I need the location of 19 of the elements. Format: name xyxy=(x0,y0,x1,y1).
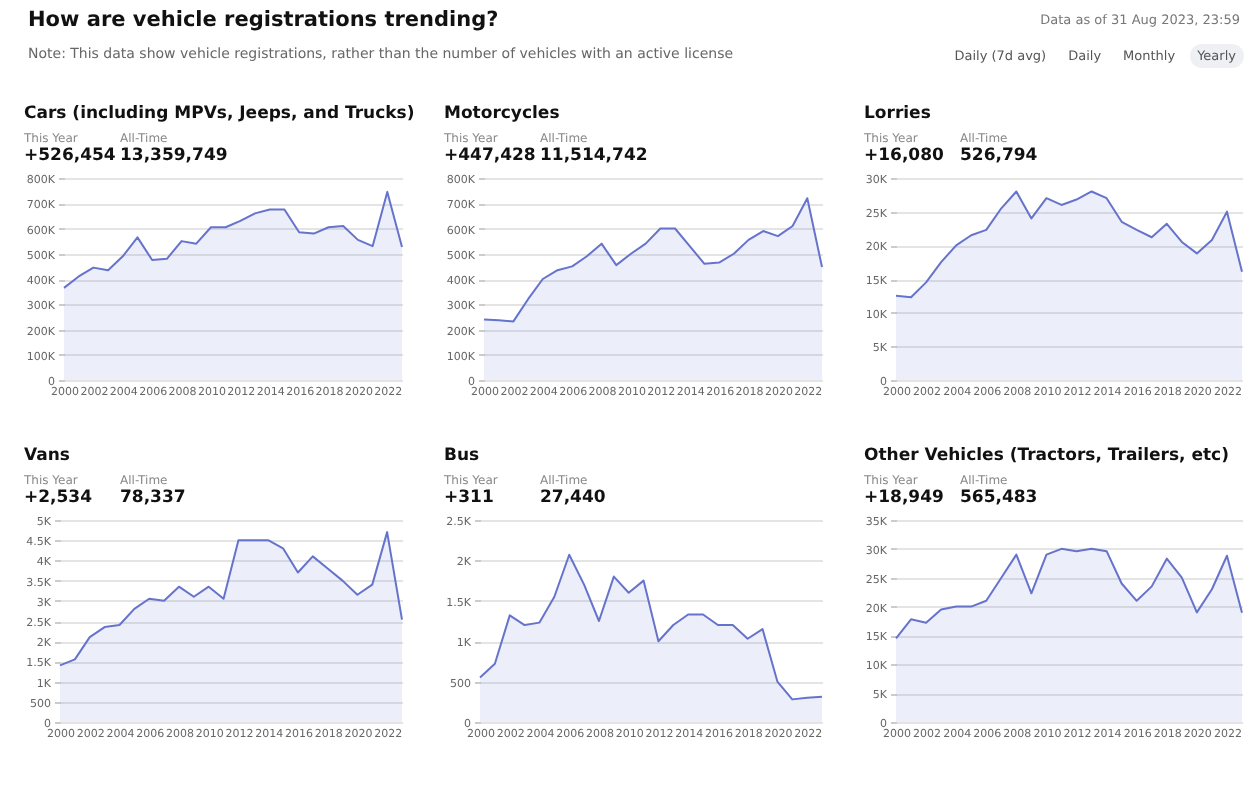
text: +16,080 xyxy=(864,146,946,166)
text: 565,483 xyxy=(960,488,1040,508)
text: +311 xyxy=(444,488,496,508)
chart-title: Motorcycles xyxy=(444,104,562,124)
text: 78,337 xyxy=(120,488,188,508)
chart-title: Lorries xyxy=(864,104,933,124)
text: 11,514,742 xyxy=(540,146,650,166)
text: 13,359,749 xyxy=(120,146,230,166)
text: 27,440 xyxy=(540,488,608,508)
chart-title: Other Vehicles (Tractors, Trailers, etc) xyxy=(864,446,1231,466)
chart-title: Bus xyxy=(444,446,482,466)
chart-title: Vans xyxy=(24,446,72,466)
chart-title: Cars (including MPVs, Jeeps, and Trucks) xyxy=(24,104,417,124)
text: +18,949 xyxy=(864,488,946,508)
text: +447,428 xyxy=(444,146,538,166)
text: +2,534 xyxy=(24,488,95,508)
text: +526,454 xyxy=(24,146,118,166)
text: 526,794 xyxy=(960,146,1040,166)
text: How are vehicle registrations trending? xyxy=(28,8,499,32)
